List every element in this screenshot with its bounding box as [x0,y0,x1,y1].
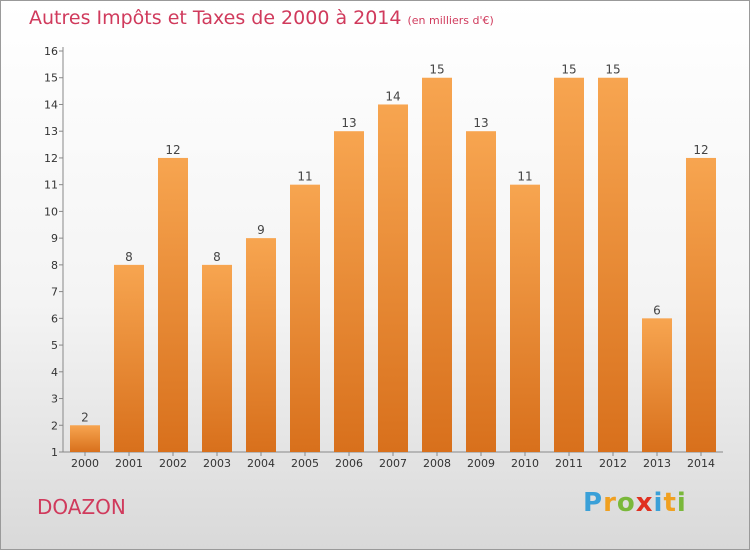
y-tick-label: 8 [51,259,58,272]
y-tick-label: 3 [51,393,58,406]
y-tick-label: 11 [44,179,58,192]
y-tick-label: 12 [44,152,58,165]
value-label-2005: 11 [297,170,312,184]
value-label-2010: 11 [517,170,532,184]
bar-2006 [334,131,364,452]
value-label-2011: 15 [561,63,576,77]
x-tick-label: 2010 [511,457,539,470]
bar-2004 [246,238,276,452]
value-label-2013: 6 [653,303,661,317]
y-tick-label: 6 [51,312,58,325]
value-label-2014: 12 [693,143,708,157]
x-tick-label: 2012 [599,457,627,470]
y-tick-label: 5 [51,339,58,352]
x-tick-label: 2007 [379,457,407,470]
chart-title: Autres Impôts et Taxes de 2000 à 2014 (en… [29,7,494,29]
logo-letter: P [583,488,604,518]
chart-subtitle: (en milliers d'€) [407,14,494,27]
bar-2011 [554,77,584,452]
bar-2007 [378,104,408,452]
bar-2010 [510,184,540,452]
y-tick-label: 1 [51,446,58,459]
x-tick-label: 2003 [203,457,231,470]
bar-2008 [422,77,452,452]
logo-letter: t [663,488,677,518]
chart-title-text: Autres Impôts et Taxes de 2000 à 2014 [29,7,402,29]
logo-letter: x [635,488,654,518]
value-labels: 2 8 12 8 9 11 13 14 15 13 11 15 15 6 12 [81,63,708,425]
bar-2005 [290,184,320,452]
x-tick-label: 2014 [687,457,715,470]
value-label-2006: 13 [341,116,356,130]
bar-2002 [158,157,188,452]
value-label-2007: 14 [385,89,400,103]
value-label-2001: 8 [125,250,133,264]
logo-letter: o [616,488,636,518]
value-label-2000: 2 [81,410,89,424]
x-tick-label: 2008 [423,457,451,470]
x-tick-label: 2013 [643,457,671,470]
value-label-2012: 15 [605,63,620,77]
proxiti-logo: Proxiti [583,488,687,518]
bar-2014 [686,157,716,452]
logo-letter: r [603,488,617,518]
x-tick-label: 2005 [291,457,319,470]
bar-2000 [70,425,100,452]
y-tick-label: 4 [51,366,58,379]
y-tick-label: 10 [44,205,58,218]
y-tick-label: 14 [44,98,58,111]
commune-name: DOAZON [37,495,126,519]
x-tick-label: 2004 [247,457,275,470]
bar-2009 [466,131,496,452]
x-tick-label: 2002 [159,457,187,470]
logo-letter: i [676,488,687,518]
bars [70,77,716,452]
bar-2012 [598,77,628,452]
x-tick-label: 2011 [555,457,583,470]
y-tick-label: 2 [51,419,58,432]
y-tick-label: 9 [51,232,58,245]
bar-2003 [202,264,232,452]
x-tick-label: 2001 [115,457,143,470]
y-tick-label: 13 [44,125,58,138]
x-tick-label: 2006 [335,457,363,470]
y-tick-label: 15 [44,72,58,85]
y-tick-label: 16 [44,45,58,58]
y-tick-label: 7 [51,286,58,299]
value-label-2004: 9 [257,223,265,237]
value-label-2008: 15 [429,63,444,77]
value-label-2003: 8 [213,250,221,264]
x-tick-label: 2000 [71,457,99,470]
value-label-2002: 12 [165,143,180,157]
bar-2001 [114,264,144,452]
value-label-2009: 13 [473,116,488,130]
logo-letter: i [653,488,664,518]
x-tick-label: 2009 [467,457,495,470]
bar-2013 [642,318,672,452]
